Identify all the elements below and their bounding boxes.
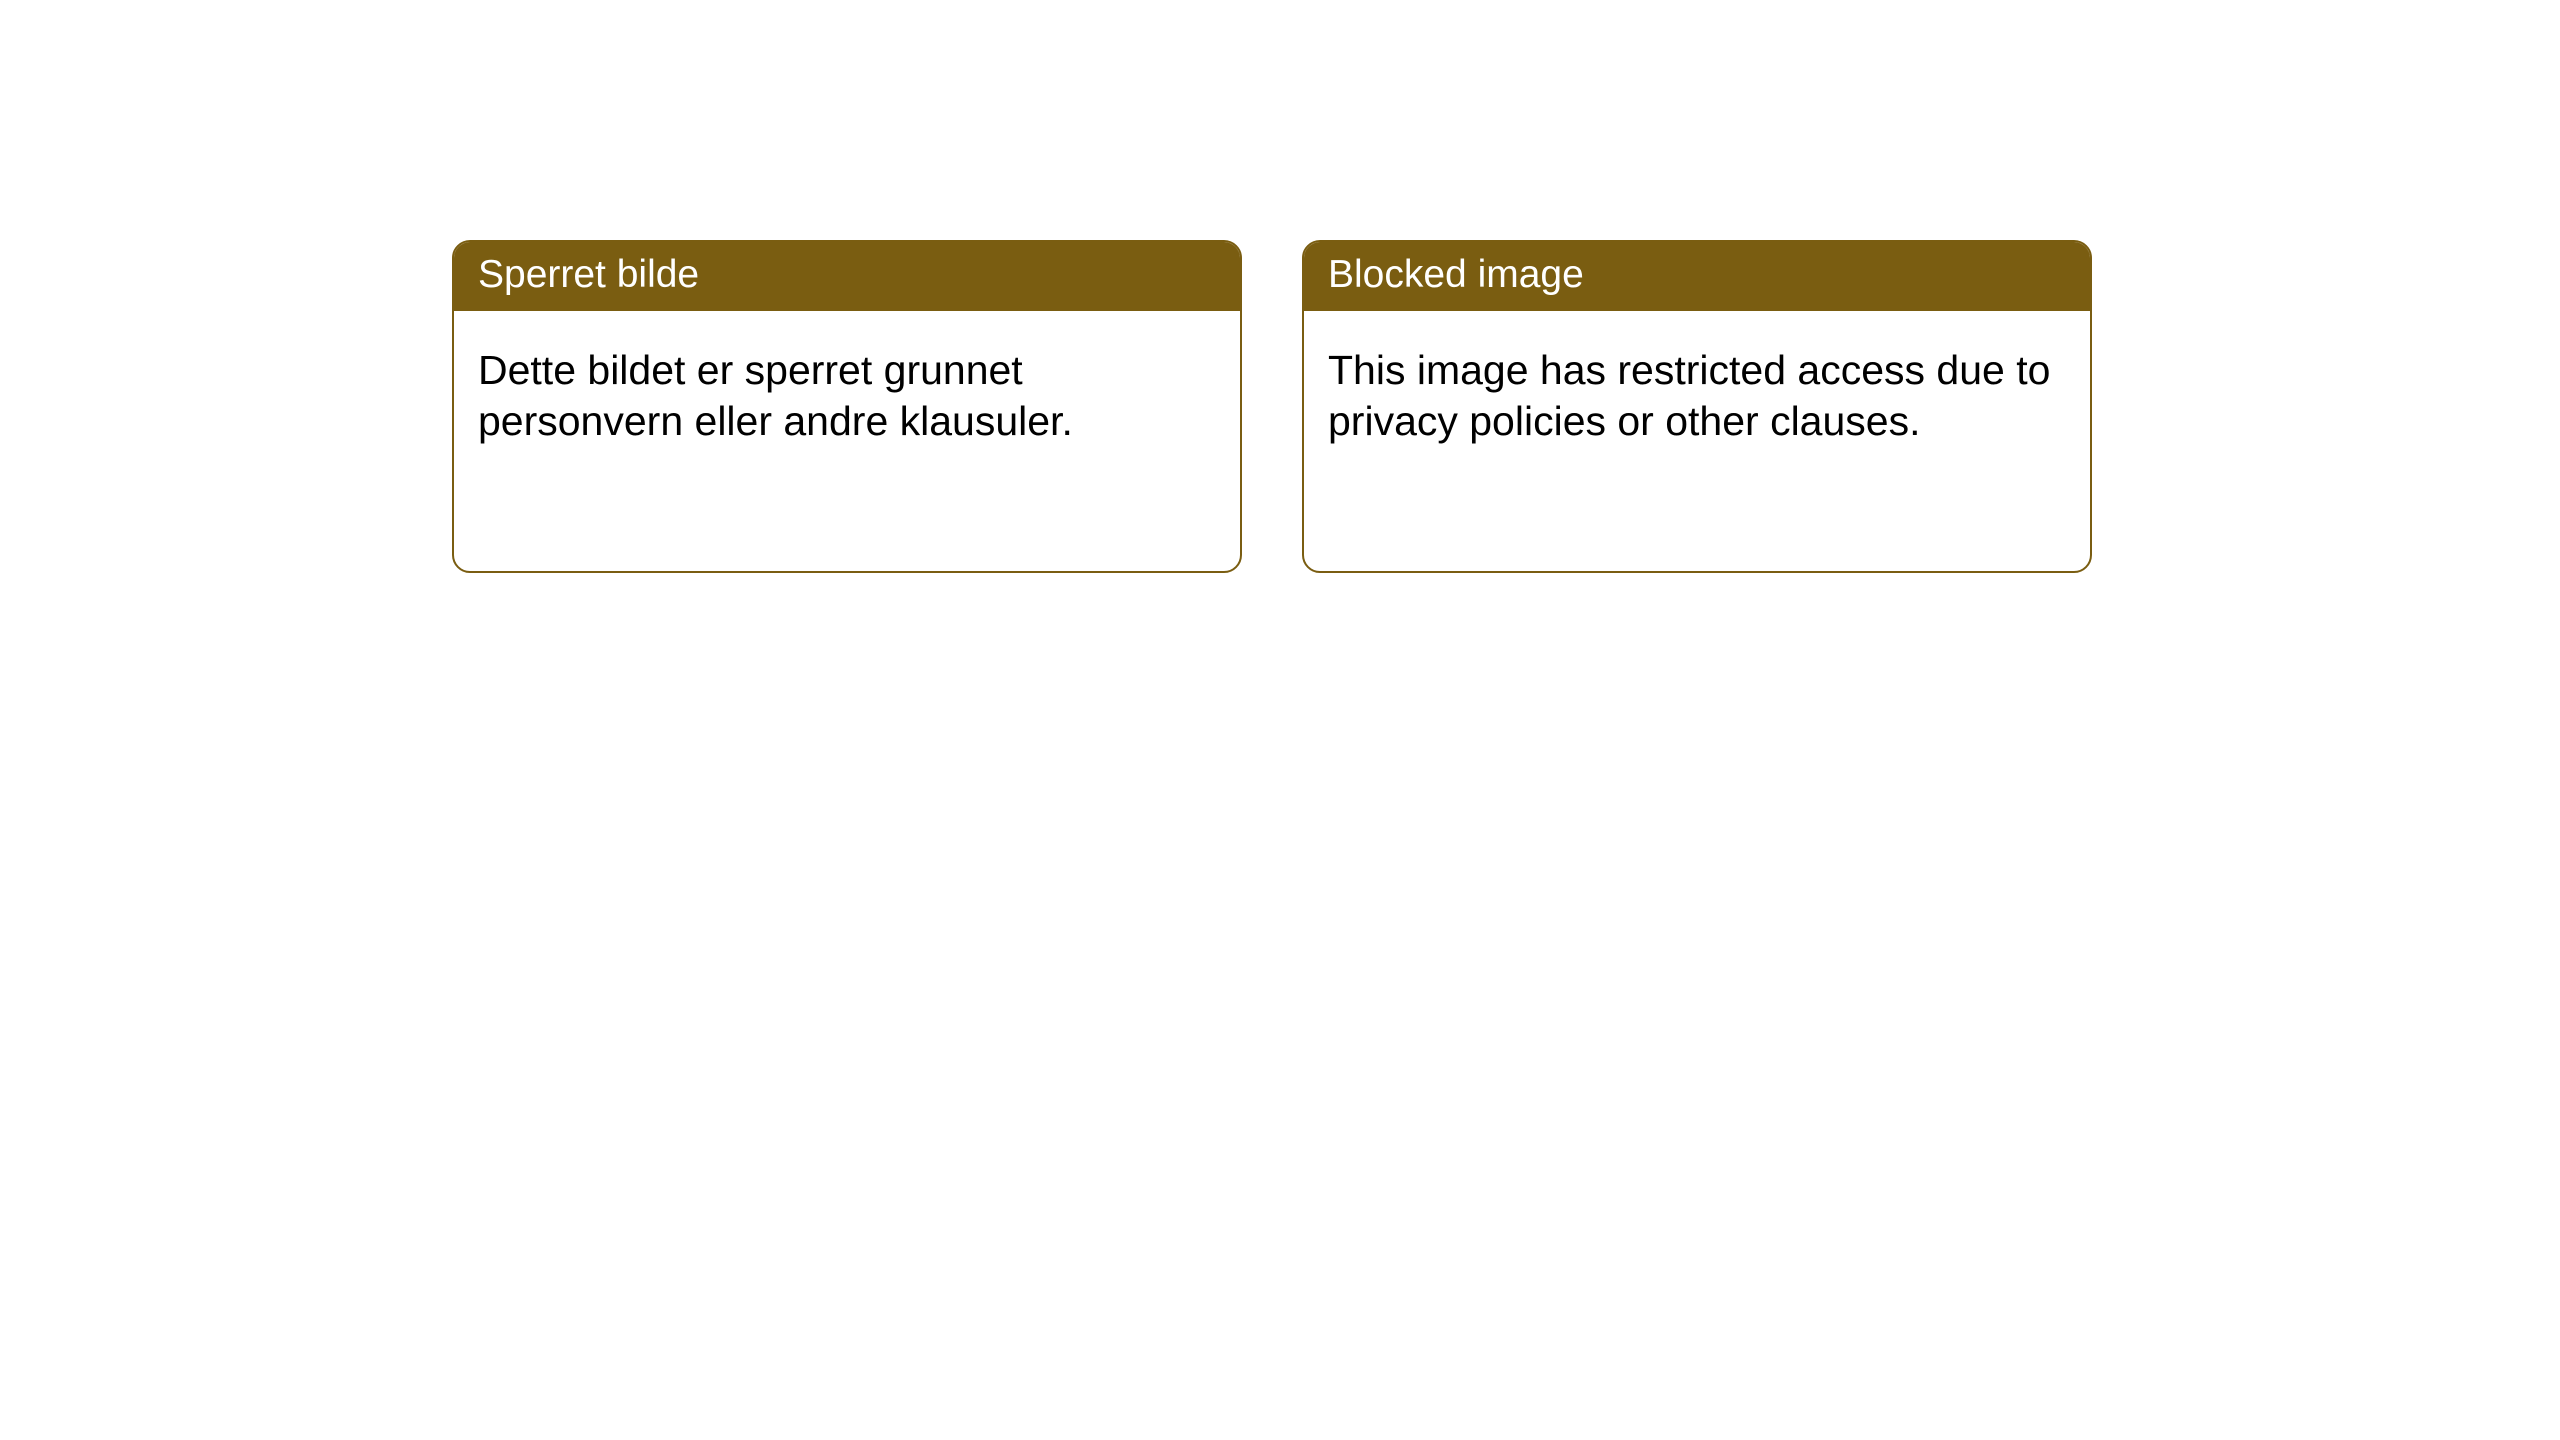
card-header-en: Blocked image <box>1304 242 2090 311</box>
notice-container: Sperret bilde Dette bildet er sperret gr… <box>452 240 2560 573</box>
blocked-image-card-no: Sperret bilde Dette bildet er sperret gr… <box>452 240 1242 573</box>
card-body-en: This image has restricted access due to … <box>1304 311 2090 571</box>
blocked-image-card-en: Blocked image This image has restricted … <box>1302 240 2092 573</box>
card-header-no: Sperret bilde <box>454 242 1240 311</box>
card-body-no: Dette bildet er sperret grunnet personve… <box>454 311 1240 571</box>
